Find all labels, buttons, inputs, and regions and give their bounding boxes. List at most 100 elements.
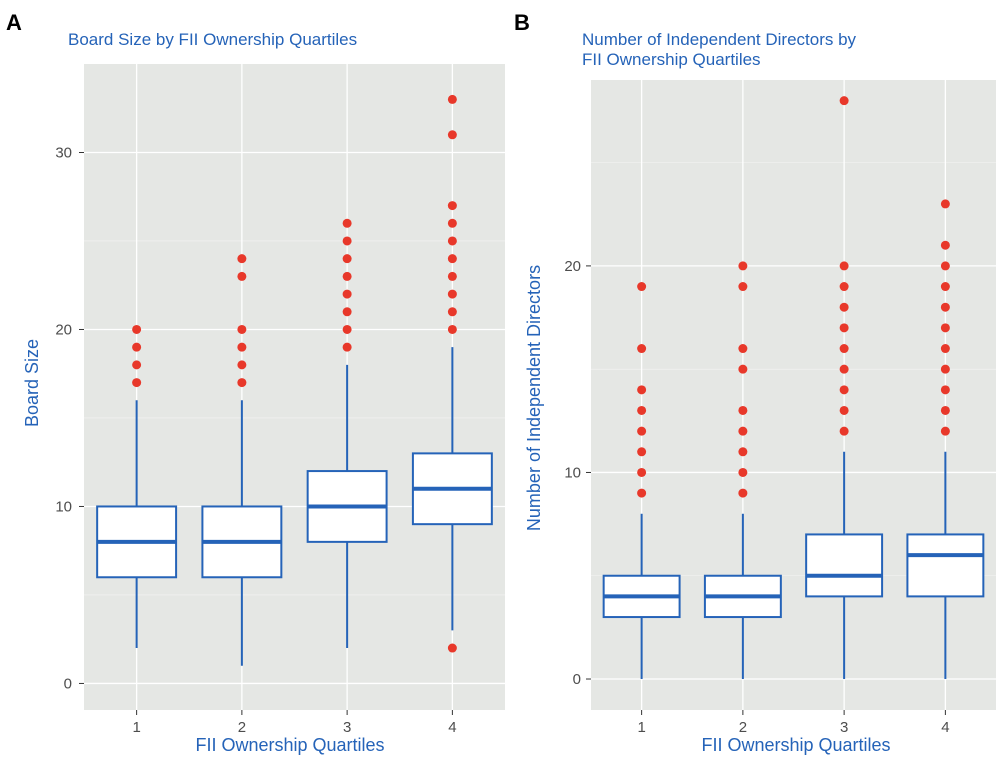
panel-b-box (906, 533, 985, 598)
panel-b-outlier-point (940, 426, 950, 436)
panel-b-outlier-point (637, 467, 647, 477)
panel-a: A Board Size by FII Ownership Quartiles … (6, 10, 505, 755)
panel-b-title-line-2: FII Ownership Quartiles (582, 50, 761, 69)
panel-a-outlier-point (342, 324, 352, 334)
panel-b-outlier-point (940, 323, 950, 333)
panel-b-outlier-point (839, 323, 849, 333)
panel-a-y-tick-label: 30 (55, 144, 72, 161)
panel-b-box (805, 533, 884, 598)
panel-a-outlier-point (342, 271, 352, 281)
panel-a-x-tick-label: 2 (238, 719, 246, 736)
panel-b-x-tick-label: 2 (739, 719, 747, 736)
panel-b-outlier-point (637, 282, 647, 292)
panel-b: B Number of Independent Directors by FII… (514, 10, 996, 755)
panel-a-outlier-point (237, 271, 247, 281)
panel-b-y-tick-label: 0 (573, 671, 581, 688)
panel-a-outlier-point (237, 254, 247, 264)
panel-a-title: Board Size by FII Ownership Quartiles (68, 30, 357, 49)
panel-a-outlier-point (447, 307, 457, 317)
panel-b-outlier-point (637, 488, 647, 498)
panel-a-outlier-point (342, 342, 352, 352)
panel-b-x-axis-title: FII Ownership Quartiles (701, 735, 890, 755)
panel-a-outlier-point (132, 360, 142, 370)
panel-b-outlier-point (940, 240, 950, 250)
panel-b-outlier-point (839, 344, 849, 354)
panel-b-outlier-point (637, 405, 647, 415)
panel-a-outlier-point (132, 378, 142, 388)
panel-a-letter: A (6, 10, 22, 35)
panel-b-title: Number of Independent Directors by FII O… (582, 30, 861, 69)
panel-b-outlier-point (738, 344, 748, 354)
panel-b-outlier-point (839, 426, 849, 436)
panel-b-x-tick-label: 1 (637, 719, 645, 736)
panel-b-outlier-point (738, 467, 748, 477)
panel-b-outlier-point (738, 488, 748, 498)
panel-a-outlier-point (132, 342, 142, 352)
panel-b-outlier-point (940, 364, 950, 374)
panel-b-outlier-point (839, 96, 849, 106)
panel-a-y-tick-label: 10 (55, 498, 72, 515)
panel-a-outlier-point (447, 236, 457, 246)
panel-a-outlier-point (447, 254, 457, 264)
panel-b-x-tick-label: 4 (941, 719, 949, 736)
panel-a-outlier-point (237, 378, 247, 388)
panel-a-outlier-point (342, 307, 352, 317)
panel-b-outlier-point (738, 364, 748, 374)
panel-b-outlier-point (738, 282, 748, 292)
panel-a-outlier-point (237, 324, 247, 334)
panel-a-outlier-point (447, 201, 457, 211)
panel-b-outlier-point (940, 199, 950, 209)
panel-a-outlier-point (447, 643, 457, 653)
panel-a-x-axis-title: FII Ownership Quartiles (195, 735, 384, 755)
panel-a-outlier-point (132, 324, 142, 334)
panel-a-plot: 0 10 20 30 1 2 3 4 (55, 64, 505, 736)
panel-a-plot-background (84, 64, 505, 710)
panel-a-y-axis-title: Board Size (22, 339, 42, 427)
panel-b-outlier-point (839, 405, 849, 415)
panel-b-outlier-point (839, 302, 849, 312)
panel-a-outlier-point (447, 289, 457, 299)
panel-b-plot: 0 10 20 1 2 3 4 (564, 80, 996, 736)
panel-b-y-tick-label: 20 (564, 258, 581, 275)
panel-a-outlier-point (447, 324, 457, 334)
panel-a-outlier-point (342, 236, 352, 246)
panel-a-x-tick-label: 4 (448, 719, 456, 736)
panel-b-outlier-point (637, 385, 647, 395)
panel-b-outlier-point (839, 364, 849, 374)
panel-b-outlier-point (940, 261, 950, 271)
panel-a-outlier-point (342, 218, 352, 228)
panel-a-y-tick-label: 20 (55, 321, 72, 338)
panel-b-outlier-point (738, 426, 748, 436)
panel-a-outlier-point (237, 342, 247, 352)
panel-a-outlier-point (237, 360, 247, 370)
panel-b-letter: B (514, 10, 530, 35)
panel-b-outlier-point (839, 385, 849, 395)
panel-a-outlier-point (447, 218, 457, 228)
panel-a-x-tick-label: 1 (132, 719, 140, 736)
panel-b-title-line-1: Number of Independent Directors by (582, 30, 857, 49)
panel-b-outlier-point (940, 405, 950, 415)
panel-b-outlier-point (738, 405, 748, 415)
panel-b-outlier-point (940, 385, 950, 395)
panel-b-outlier-point (940, 344, 950, 354)
panel-a-outlier-point (447, 130, 457, 140)
panel-b-outlier-point (738, 261, 748, 271)
panel-b-outlier-point (940, 282, 950, 292)
panel-b-outlier-point (839, 282, 849, 292)
panel-b-outlier-point (637, 447, 647, 457)
panel-b-outlier-point (940, 302, 950, 312)
panel-b-y-tick-label: 10 (564, 464, 581, 481)
panel-a-y-tick-label: 0 (64, 675, 72, 692)
panel-b-outlier-point (839, 261, 849, 271)
panel-b-x-tick-label: 3 (840, 719, 848, 736)
panel-a-outlier-point (447, 94, 457, 104)
panel-b-outlier-point (738, 447, 748, 457)
panel-a-outlier-point (447, 271, 457, 281)
panel-a-outlier-point (342, 254, 352, 264)
panel-b-y-axis-title: Number of Independent Directors (524, 265, 544, 531)
panel-a-x-tick-label: 3 (343, 719, 351, 736)
panel-a-outlier-point (342, 289, 352, 299)
panel-b-outlier-point (637, 426, 647, 436)
panel-b-outlier-point (637, 344, 647, 354)
